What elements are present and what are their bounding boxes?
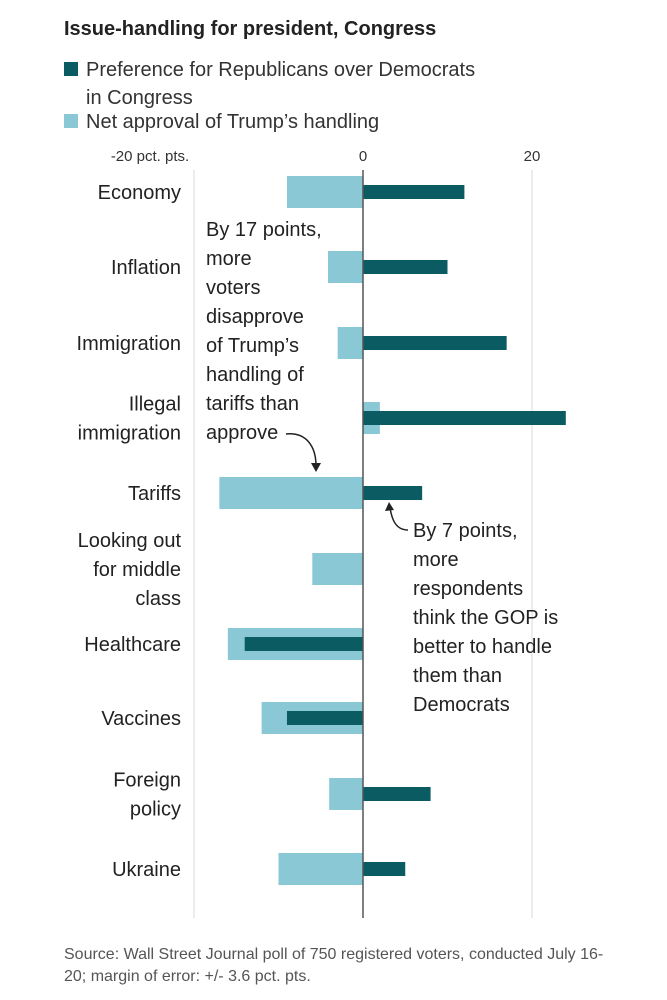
- category-label: Economy: [98, 182, 181, 204]
- annotation-arrow-line: [285, 433, 317, 467]
- source-note: Source: Wall Street Journal poll of 750 …: [64, 946, 604, 985]
- bar-rep-preference: [363, 486, 423, 500]
- annotation-text: more: [413, 549, 459, 571]
- category-label: Ukraine: [112, 859, 181, 881]
- legend-swatch-rep-preference: [64, 62, 78, 76]
- annotation-backdrop: [200, 208, 328, 444]
- bar-rep-preference: [363, 260, 448, 274]
- category-label: Healthcare: [84, 634, 181, 656]
- category-label: for middle: [93, 559, 181, 581]
- bar-rep-preference: [363, 336, 507, 350]
- category-label: policy: [130, 799, 181, 821]
- category-label: Looking out: [78, 530, 182, 552]
- x-tick-label: -20 pct. pts.: [111, 148, 189, 165]
- bar-net-approval: [219, 477, 363, 509]
- legend-label-line: in Congress: [86, 87, 193, 109]
- annotation-arrowhead: [311, 463, 321, 472]
- bar-net-approval: [337, 327, 363, 359]
- bar-rep-preference: [363, 411, 566, 425]
- x-tick-label: 20: [524, 148, 541, 165]
- annotation-text: disapprove: [206, 306, 304, 328]
- annotation-text: By 17 points,: [206, 219, 322, 241]
- bar-rep-preference: [244, 637, 363, 651]
- legend-label-net-approval: Net approval of Trump’s handling: [86, 111, 380, 133]
- category-label: Vaccines: [101, 708, 181, 730]
- category-label: Immigration: [77, 333, 181, 355]
- category-label: Inflation: [111, 257, 181, 279]
- category-label: Foreign: [113, 770, 181, 792]
- bar-net-approval: [261, 702, 363, 734]
- legend-label-rep-preference: Preference for Republicans over Democrat…: [86, 56, 526, 112]
- legend-item-rep-preference: Preference for Republicans over Democrat…: [64, 56, 544, 112]
- bar-net-approval: [270, 251, 363, 283]
- legend-swatch-net-approval: [64, 114, 78, 128]
- annotation-text: of Trump’s: [206, 335, 299, 357]
- x-tick-label: 0: [359, 148, 367, 165]
- annotation-text: them than: [413, 665, 502, 687]
- bar-rep-preference: [286, 711, 363, 725]
- annotation-arrowhead: [385, 502, 394, 511]
- annotation-text: handling of: [206, 364, 304, 386]
- annotation-text: tariffs than: [206, 393, 299, 415]
- annotation-text: better to handle: [413, 636, 552, 658]
- category-label: immigration: [78, 423, 181, 445]
- bar-net-approval: [329, 778, 363, 810]
- category-label: Illegal: [129, 394, 181, 416]
- category-label: class: [135, 588, 181, 610]
- bar-net-approval: [363, 402, 380, 434]
- bar-net-approval: [278, 853, 363, 885]
- legend-label-line: Preference for Republicans over Democrat…: [86, 59, 476, 81]
- bar-net-approval: [227, 628, 363, 660]
- category-label: Tariffs: [128, 483, 181, 505]
- bar-net-approval: [286, 176, 363, 208]
- annotation-text: respondents: [413, 578, 523, 600]
- bar-rep-preference: [363, 787, 431, 801]
- bar-net-approval: [312, 553, 363, 585]
- annotation-text: By 7 points,: [413, 520, 518, 542]
- bar-rep-preference: [363, 862, 406, 876]
- annotation-text: approve: [206, 422, 278, 444]
- annotation-text: think the GOP is: [413, 607, 558, 629]
- annotation-text: voters: [206, 277, 260, 299]
- annotation-arrow-line: [389, 507, 409, 531]
- annotation-text: Democrats: [413, 694, 510, 716]
- bar-rep-preference: [363, 185, 465, 199]
- chart-title: Issue-handling for president, Congress: [64, 18, 437, 40]
- legend-item-net-approval: Net approval of Trump’s handling: [64, 108, 544, 136]
- annotation-text: more: [206, 248, 252, 270]
